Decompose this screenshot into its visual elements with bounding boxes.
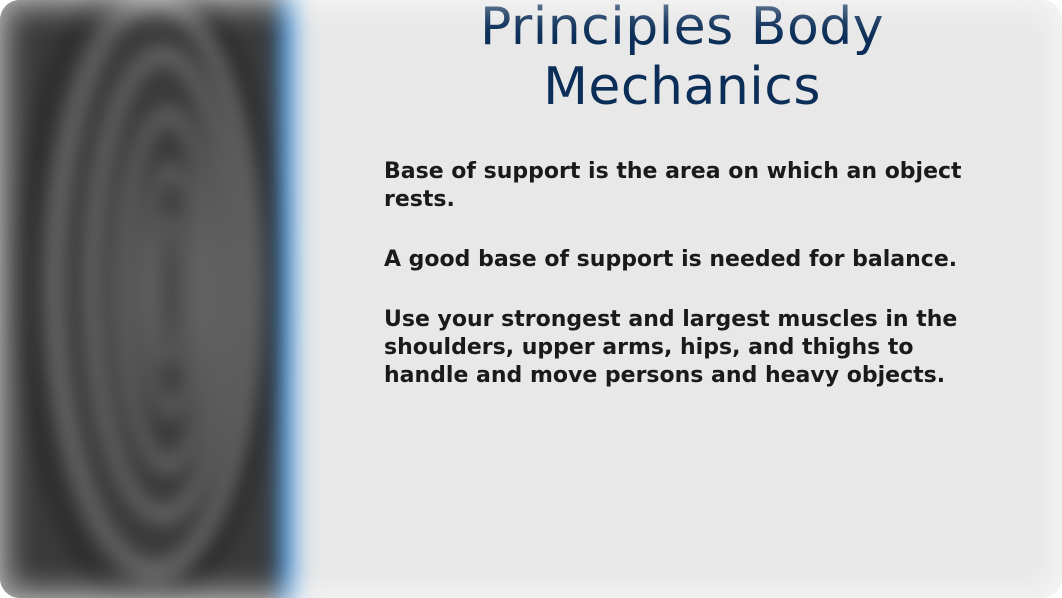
decorative-arc [155,215,187,365]
bullet-item: Base of support is the area on which an … [384,158,986,214]
bullet-item: A good base of support is needed for bal… [384,246,986,274]
accent-strip [278,0,298,598]
slide: Principles Body Mechanics Base of suppor… [0,0,1062,598]
bullet-list: Base of support is the area on which an … [348,158,1016,391]
left-graphic-panel [0,0,300,598]
bullet-item: Use your strongest and largest muscles i… [384,306,986,390]
slide-content: Principles Body Mechanics Base of suppor… [330,0,1034,423]
slide-title: Principles Body Mechanics [348,0,1016,118]
